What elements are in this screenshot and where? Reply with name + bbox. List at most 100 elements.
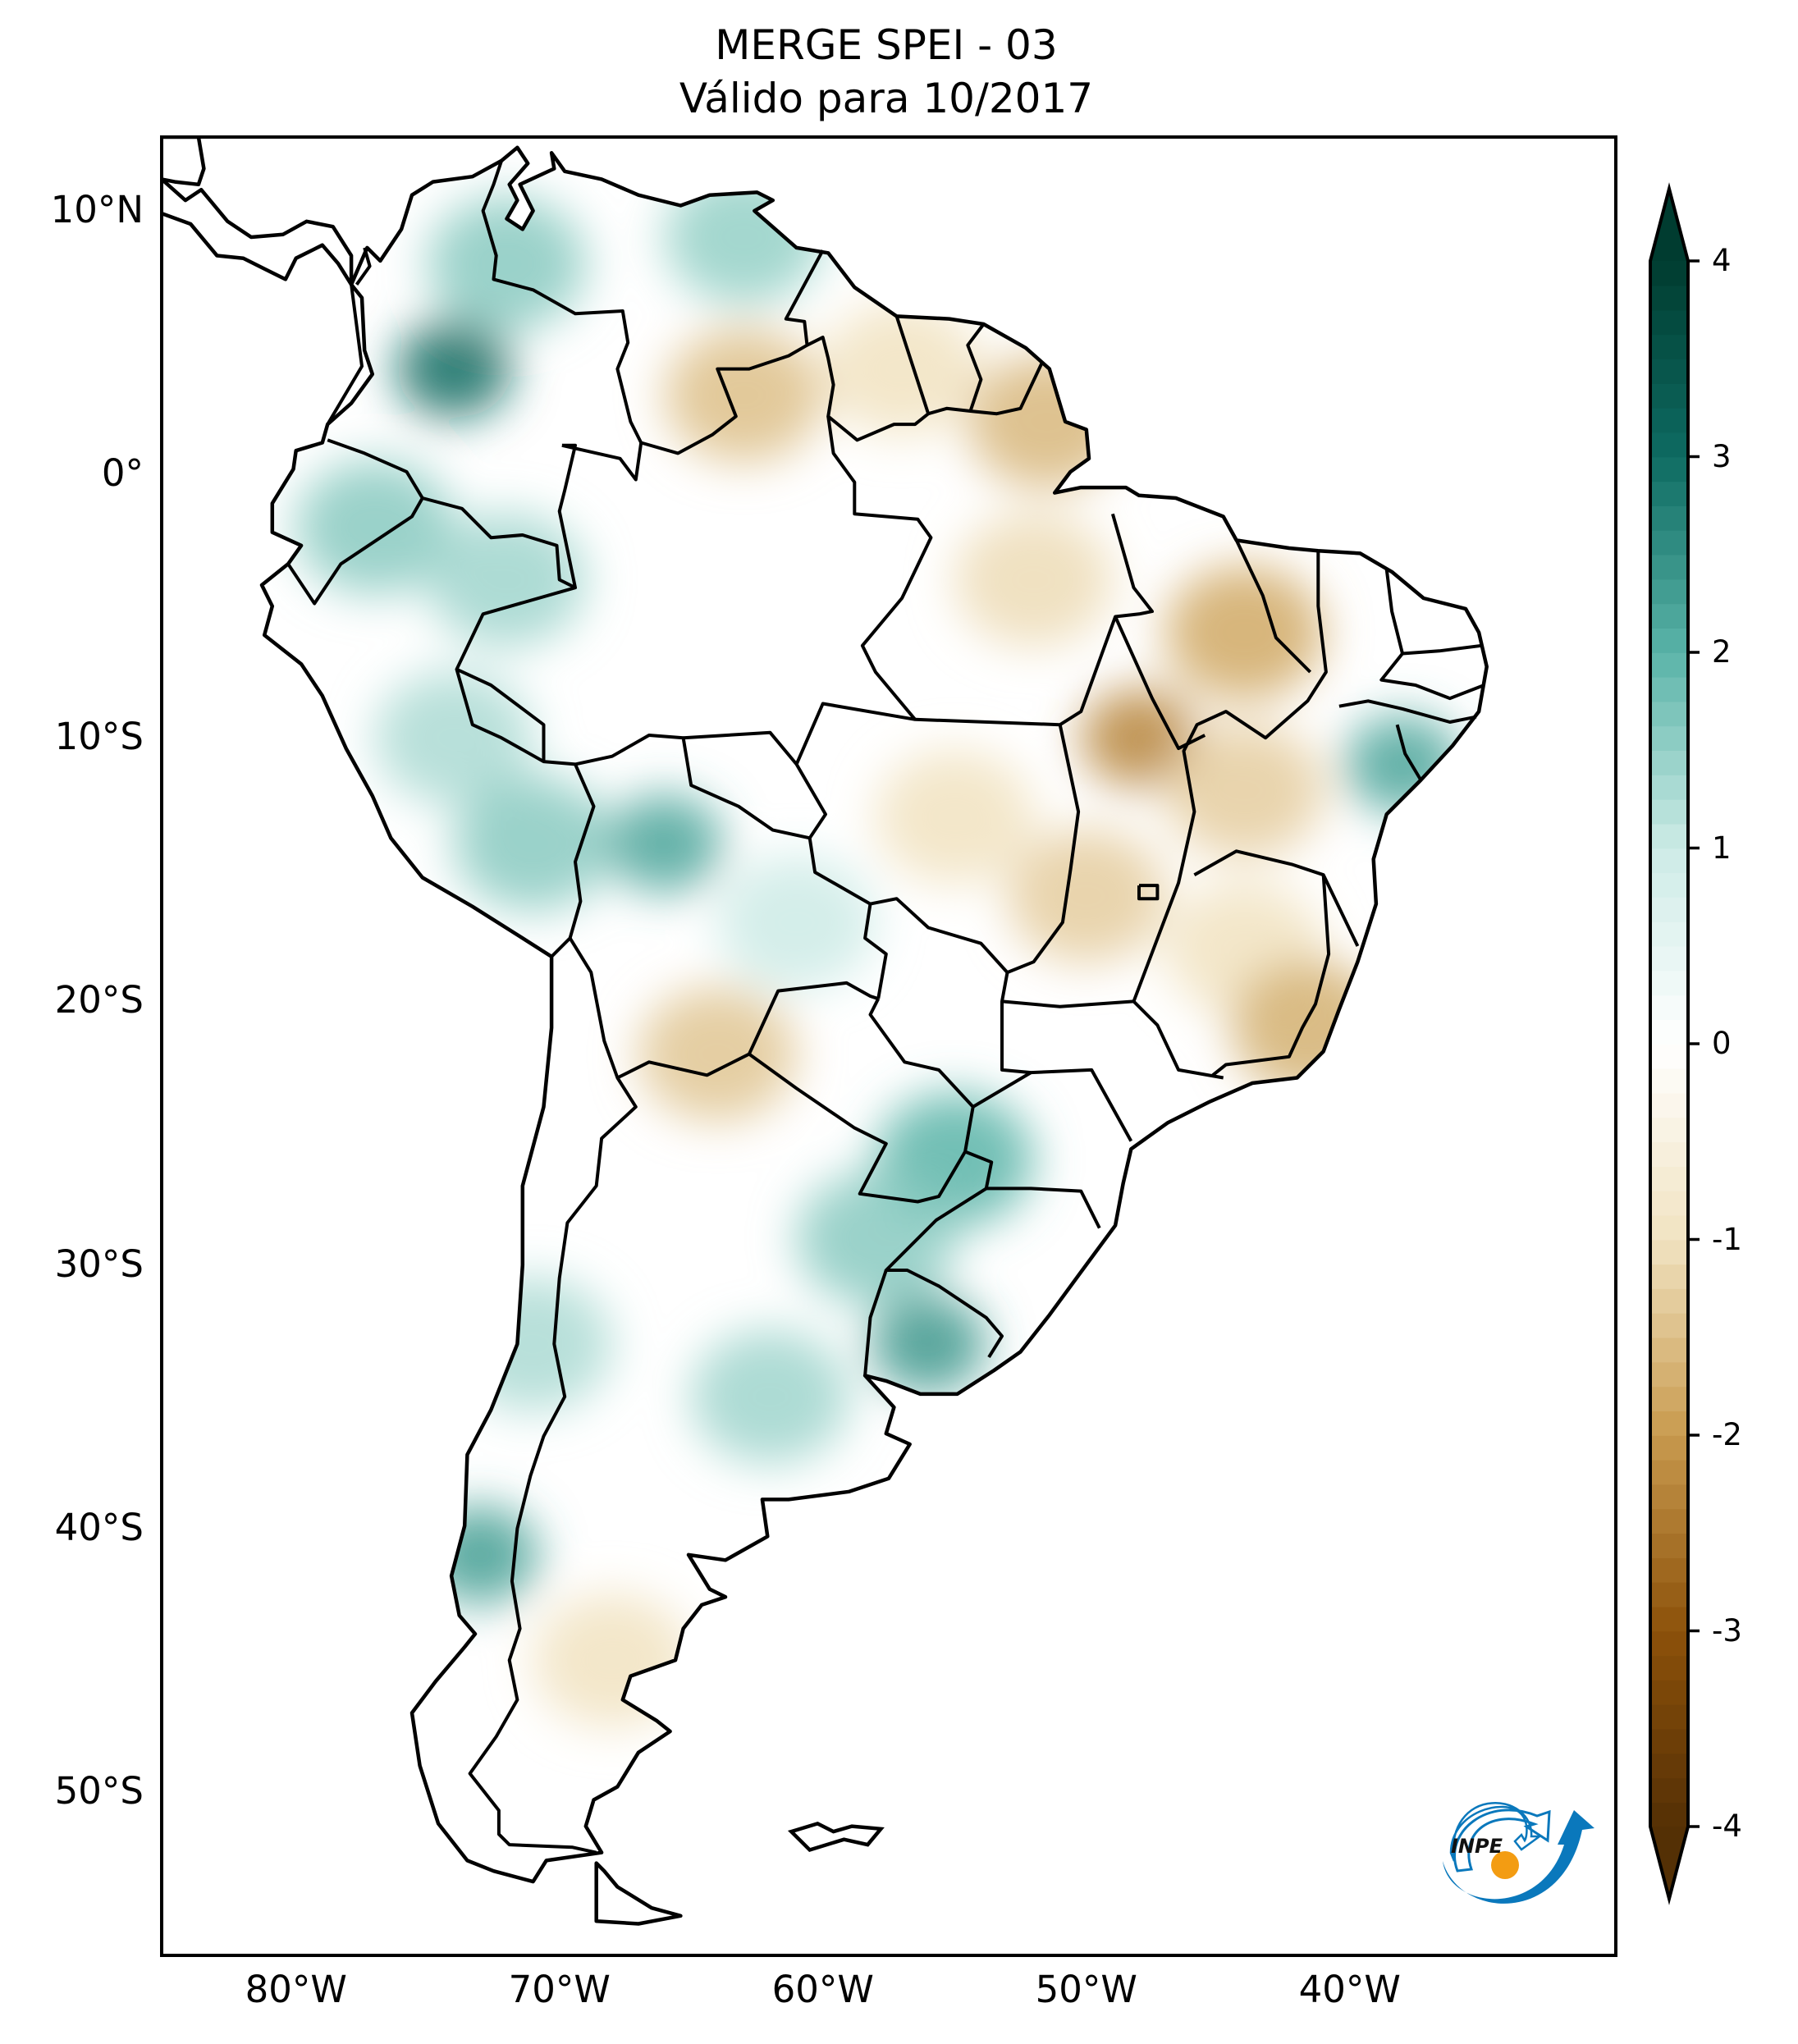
- colorbar-segment: [1650, 1264, 1688, 1289]
- colorbar-tick-label: -1: [1712, 1221, 1742, 1257]
- border-line: [1000, 551, 1328, 1008]
- colorbar-segment: [1650, 261, 1688, 286]
- colorbar-segment: [1650, 1141, 1688, 1167]
- colorbar-segment: [1650, 432, 1688, 458]
- border-line: [970, 363, 1044, 416]
- border-line: [574, 734, 888, 999]
- colorbar-segment: [1650, 359, 1688, 384]
- anomaly-region: [428, 512, 586, 647]
- colorbar-segment: [1650, 407, 1688, 433]
- anomaly-region: [717, 855, 876, 990]
- anomaly-region: [954, 512, 1113, 647]
- spei-field: [262, 147, 1487, 1882]
- lat-tick-label: 50°S: [54, 1768, 144, 1813]
- colorbar-segment: [1650, 725, 1688, 751]
- chart-subtitle: Válido para 10/2017: [679, 75, 1094, 122]
- border-line: [561, 442, 643, 482]
- border-line: [550, 763, 596, 958]
- colorbar-segment: [1650, 1166, 1688, 1191]
- colorbar-tick-label: 2: [1712, 634, 1732, 670]
- colorbar-segment: [1650, 945, 1688, 972]
- lon-tick-label: 50°W: [1035, 1968, 1137, 2011]
- colorbar-segment: [1650, 970, 1688, 996]
- colorbar-segment: [1650, 1312, 1688, 1338]
- central-america-coastline: [162, 177, 354, 287]
- colorbar-segment: [1650, 701, 1688, 727]
- colorbar-segment: [1650, 921, 1688, 947]
- colorbar-segment: [1650, 554, 1688, 580]
- border-line: [927, 322, 986, 416]
- colorbar-segment: [1650, 750, 1688, 775]
- colorbar-segment: [1650, 995, 1688, 1020]
- border-line: [286, 438, 424, 606]
- colorbar-segment: [1650, 1361, 1688, 1388]
- border-line: [972, 1071, 1032, 1109]
- anomaly-region: [295, 460, 455, 595]
- sun-circle-icon: [1491, 1851, 1519, 1879]
- lat-tick-label: 10°S: [54, 715, 144, 759]
- colorbar-segment: [1650, 285, 1688, 311]
- colorbar-tick-label: -2: [1712, 1417, 1742, 1452]
- logo-text: INPE: [1451, 1835, 1503, 1858]
- colorbar-segment: [1650, 1190, 1688, 1216]
- colorbar-segment: [1650, 1680, 1688, 1705]
- colorbar-segment: [1650, 897, 1688, 922]
- border-line: [870, 897, 1009, 974]
- colorbar-segment: [1650, 481, 1688, 506]
- colorbar-segment: [1650, 578, 1688, 605]
- anomaly-region: [968, 354, 1126, 489]
- border-line: [1137, 884, 1160, 901]
- colorbar-segment: [1650, 1288, 1688, 1314]
- lat-tick-label: 20°S: [54, 978, 144, 1022]
- colorbar-segment: [1650, 309, 1688, 336]
- border-line: [422, 496, 576, 589]
- anomaly-region: [606, 793, 723, 893]
- lon-tick-label: 70°W: [508, 1968, 611, 2011]
- lat-tick-label: 30°S: [54, 1241, 144, 1286]
- anomaly-region: [1007, 829, 1166, 963]
- colorbar-segment: [1650, 1508, 1688, 1534]
- colorbar-segment: [1650, 1068, 1688, 1094]
- border-line: [455, 667, 546, 762]
- colorbar-segment: [1650, 1630, 1688, 1657]
- colorbar-segment: [1650, 603, 1688, 629]
- colorbar-segment: [1650, 529, 1688, 556]
- colorbar-segment: [1650, 823, 1688, 849]
- anomaly-region: [876, 749, 1034, 885]
- colorbar-tick-label: -4: [1712, 1809, 1742, 1844]
- colorbar-segment: [1650, 1581, 1688, 1607]
- colorbar-segment: [1650, 628, 1688, 653]
- border-line: [1193, 849, 1360, 947]
- anomaly-region: [454, 775, 612, 911]
- coastline: [259, 145, 1489, 1884]
- colorbar-segment: [1650, 456, 1688, 482]
- colorbar-segment: [1650, 1239, 1688, 1265]
- map-area: [162, 137, 1489, 1926]
- border-line: [326, 284, 364, 426]
- anomaly-region: [796, 1171, 955, 1306]
- border-line: [1379, 652, 1485, 701]
- anomaly-region: [1165, 723, 1324, 858]
- colorbar-segment: [1650, 848, 1688, 874]
- swirl-arc-icon: [1453, 1809, 1551, 1873]
- border-line: [826, 416, 933, 721]
- inpe-logo: INPE: [1443, 1801, 1594, 1904]
- colorbar-segment: [1650, 1019, 1688, 1045]
- anomaly-region: [822, 301, 981, 437]
- falkland-islands: [787, 1821, 885, 1853]
- anomaly-region: [454, 1277, 612, 1411]
- border-line: [1338, 699, 1477, 724]
- border-line: [1132, 999, 1224, 1080]
- colorbar-segment: [1650, 676, 1688, 702]
- colorbar-tick-label: 4: [1712, 243, 1732, 278]
- border-line: [884, 1150, 1004, 1359]
- colorbar-segment: [1650, 1728, 1688, 1754]
- colorbar-segment: [1650, 383, 1688, 409]
- border-line: [806, 315, 931, 442]
- colorbar-tick-label: 3: [1712, 438, 1732, 474]
- colorbar-segment: [1650, 1533, 1688, 1558]
- colorbar-segment: [1650, 1802, 1688, 1827]
- anomaly-region: [1165, 565, 1324, 700]
- lat-tick-label: 40°S: [54, 1505, 144, 1549]
